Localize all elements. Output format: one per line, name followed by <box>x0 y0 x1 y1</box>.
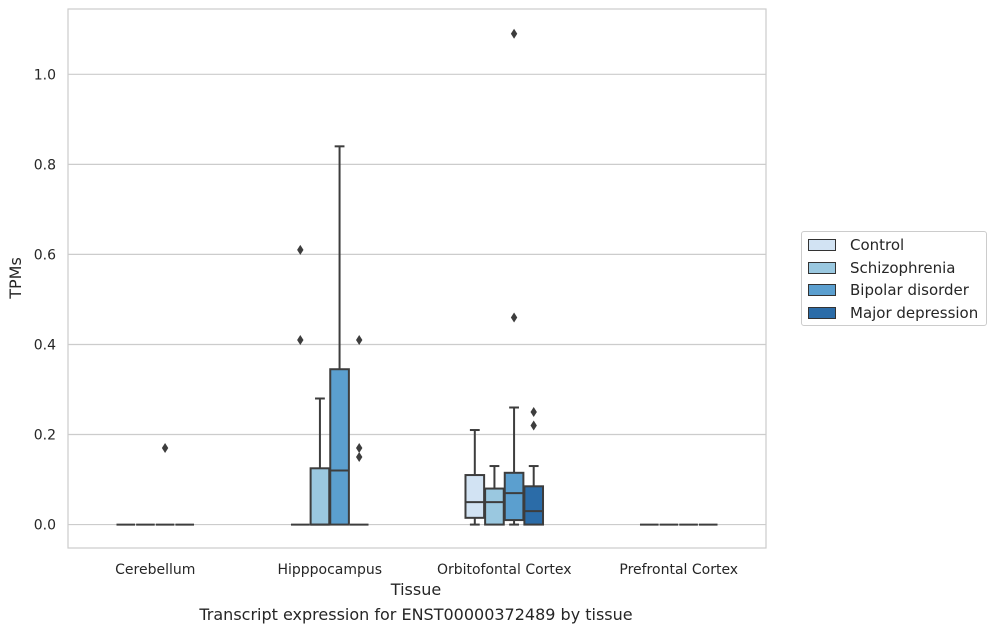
legend-item-schizophrenia: Schizophrenia <box>808 258 955 278</box>
outlier-point <box>297 334 304 345</box>
y-tick-label: 0.2 <box>34 428 56 444</box>
x-tick-label: Hipppocampus <box>277 562 382 578</box>
box-iqr <box>464 474 486 519</box>
box-major-depression <box>349 334 369 526</box>
plot-area <box>67 8 767 549</box>
box-control <box>464 429 486 526</box>
x-tick-label: Cerebellum <box>115 562 195 578</box>
x-axis-ticks: Cerebellum Hipppocampus Orbitofontal Corte… <box>115 562 738 578</box>
box-iqr <box>523 485 545 526</box>
legend-item-bipolar-disorder: Bipolar disorder <box>808 280 969 300</box>
outlier-point <box>297 244 304 255</box>
box-series <box>116 28 718 526</box>
legend-label-bipolar-disorder: Bipolar disorder <box>850 281 969 299</box>
outlier-point <box>355 452 363 463</box>
y-tick-label: 0.4 <box>34 337 56 353</box>
y-axis-label: TPMs <box>6 257 25 300</box>
legend-label-schizophrenia: Schizophrenia <box>850 259 956 277</box>
box-bipolar-disorder <box>329 145 350 526</box>
box-bipolar-disorder <box>155 443 175 526</box>
outlier-point <box>510 28 518 39</box>
legend-swatch-bipolar-disorder <box>808 284 836 296</box>
legend-swatch-schizophrenia <box>808 262 836 274</box>
y-tick-label: 1.0 <box>34 67 56 83</box>
box-schizophrenia <box>484 465 505 526</box>
legend: Control Schizophrenia Bipolar disorder M… <box>801 231 987 326</box>
outlier-point <box>530 407 537 418</box>
box-iqr <box>309 467 331 526</box>
legend-item-control: Control <box>808 235 904 255</box>
legend-swatch-control <box>808 239 836 251</box>
outlier-point <box>530 420 537 431</box>
x-axis-label: Tissue <box>390 580 441 599</box>
box-iqr <box>503 471 525 522</box>
legend-label-major-depression: Major depression <box>850 304 979 322</box>
box-control <box>290 244 310 526</box>
outlier-point <box>161 443 169 454</box>
y-tick-label: 0.6 <box>34 247 56 263</box>
chart-title: Transcript expression for ENST0000037248… <box>199 605 633 624</box>
legend-label-control: Control <box>850 236 905 254</box>
outlier-point <box>510 312 518 323</box>
x-tick-label: Prefrontal Cortex <box>619 562 738 578</box>
legend-item-major-depression: Major depression <box>808 303 978 323</box>
legend-swatch-major-depression <box>808 307 836 319</box>
y-axis-ticks: 0.0 0.2 0.4 0.6 0.8 1.0 <box>34 67 56 533</box>
box-iqr <box>329 368 350 526</box>
box-iqr <box>484 487 505 526</box>
y-tick-label: 0.8 <box>34 157 56 173</box>
y-tick-label: 0.0 <box>34 518 56 534</box>
outlier-point <box>355 334 363 345</box>
box-major-depression <box>523 407 545 526</box>
x-tick-label: Orbitofontal Cortex <box>437 562 572 578</box>
outlier-point <box>355 443 363 454</box>
